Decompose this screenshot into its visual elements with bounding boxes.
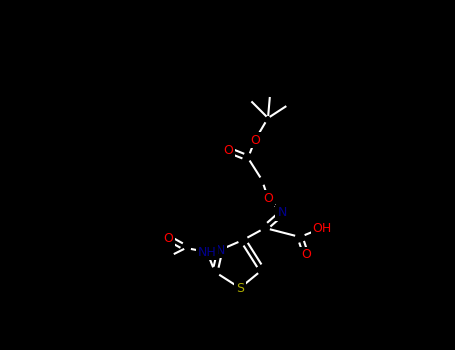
Text: O: O — [250, 133, 260, 147]
Text: N: N — [215, 244, 225, 257]
Text: O: O — [301, 248, 311, 261]
Text: OH: OH — [313, 222, 332, 235]
Text: O: O — [163, 231, 173, 245]
Text: O: O — [223, 144, 233, 156]
Text: O: O — [263, 191, 273, 204]
Text: S: S — [236, 281, 244, 294]
Text: NH: NH — [197, 245, 217, 259]
Text: N: N — [277, 206, 287, 219]
